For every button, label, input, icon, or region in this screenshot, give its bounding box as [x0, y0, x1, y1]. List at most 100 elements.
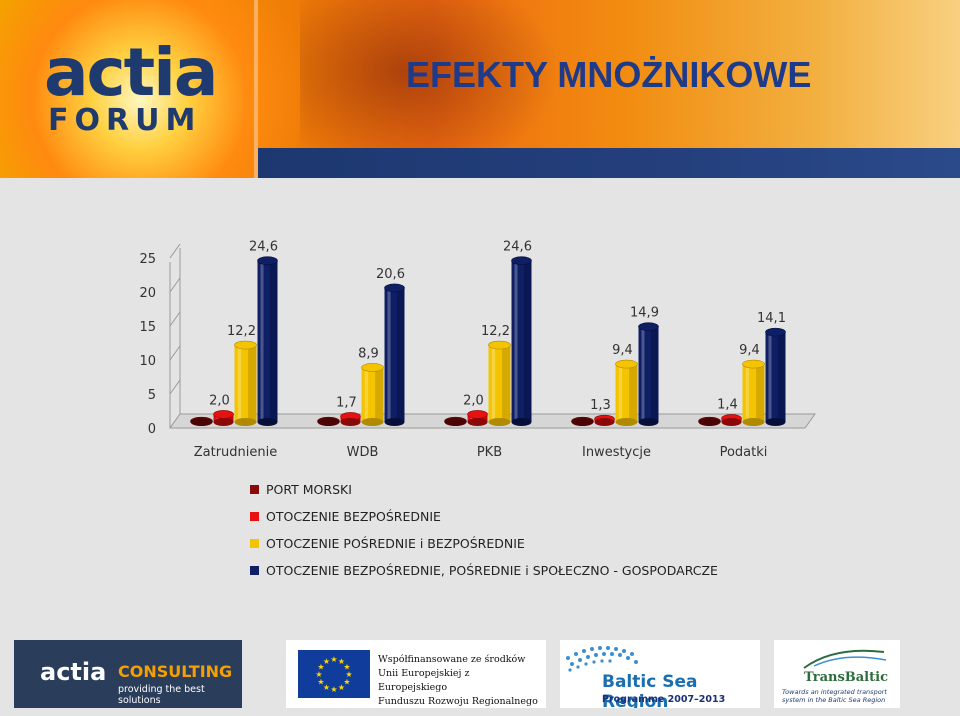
- eu-cofinancing-logo: ★ ★ ★ ★ ★ ★ ★ ★ ★ ★ ★ ★ Współfinansowane ze środków…: [286, 640, 546, 708]
- eu-star-icon: ★: [343, 663, 350, 672]
- bar: [467, 410, 488, 426]
- bar: [511, 256, 532, 426]
- bar-body: [765, 332, 786, 422]
- bar: [721, 414, 742, 426]
- bar-body: [384, 287, 405, 422]
- bar-base: [234, 418, 257, 426]
- bar: [765, 327, 786, 426]
- legend-swatch: [250, 485, 259, 494]
- bar-base: [361, 418, 384, 426]
- y-tick-label: 20: [139, 286, 156, 301]
- bar-highlight: [618, 364, 623, 422]
- legend-item-otoczenie-spoleczno: OTOCZENIE BEZPOŚREDNIE, POŚREDNIE i SPOŁ…: [250, 557, 718, 584]
- bar: [488, 340, 511, 426]
- bar-highlight: [470, 414, 474, 422]
- bar-highlight: [768, 332, 772, 422]
- chart-area: 0 5 10 15 20 25 Zatrudnienie 2,0 12,2 24,6 WDB 1,7 8…: [0, 180, 960, 630]
- bar-base: [765, 418, 786, 426]
- bar-top: [742, 359, 765, 369]
- eu-star-icon: ★: [330, 685, 337, 694]
- y-tick-label: 15: [139, 320, 156, 335]
- page-title: EFEKTY MNOŻNIKOWE: [406, 54, 812, 95]
- consulting-word: actia: [40, 658, 107, 686]
- bar-top: [511, 256, 532, 266]
- data-label: 14,1: [757, 311, 786, 326]
- bar-shade: [523, 260, 532, 422]
- eu-flag-icon: ★ ★ ★ ★ ★ ★ ★ ★ ★ ★ ★ ★: [298, 650, 370, 698]
- data-label: 2,0: [209, 393, 230, 408]
- baltic-wave-icon: [566, 646, 638, 672]
- legend-item-port-morski: PORT MORSKI: [250, 476, 718, 503]
- bar-body: [615, 364, 638, 422]
- grid-depth-line: [169, 345, 181, 361]
- legend-label: PORT MORSKI: [266, 482, 352, 497]
- actia-consulting-logo: actia CONSULTING providing the best solu…: [14, 640, 242, 708]
- bar: [698, 416, 721, 426]
- bar: [638, 322, 659, 426]
- bar-shade: [650, 326, 659, 422]
- legend-swatch: [250, 512, 259, 521]
- eu-star-icon: ★: [315, 670, 322, 679]
- transbaltic-tagline: Towards an integrated transport system i…: [782, 688, 887, 704]
- bar-top: [488, 340, 511, 350]
- consulting-tagline: providing the best solutions: [118, 684, 205, 706]
- bar-base: [467, 418, 488, 426]
- transbaltic-logo: TransBaltic Towards an integrated transp…: [774, 640, 900, 708]
- bar-body: [361, 367, 384, 422]
- actia-forum-logo: actia FORUM: [44, 40, 244, 140]
- bar-shade: [777, 332, 786, 422]
- y-tick-label: 5: [148, 388, 156, 403]
- legend-label: OTOCZENIE BEZPOŚREDNIE: [266, 509, 441, 524]
- y-tick-label: 10: [139, 354, 156, 369]
- eu-star-icon: ★: [317, 678, 324, 687]
- header-banner: actia FORUM EFEKTY MNOŻNIKOWE: [0, 0, 960, 178]
- legend-label: OTOCZENIE BEZPOŚREDNIE, POŚREDNIE i SPOŁ…: [266, 563, 718, 578]
- eu-text: Współfinansowane ze środków Unii Europej…: [378, 653, 540, 708]
- bar: [340, 412, 361, 426]
- data-label: 20,6: [376, 267, 405, 282]
- bar: [213, 410, 234, 426]
- eu-star-icon: ★: [338, 683, 345, 692]
- bar: [615, 359, 638, 426]
- bar-highlight: [745, 364, 750, 422]
- chart-legend: PORT MORSKI OTOCZENIE BEZPOŚREDNIE OTOCZ…: [250, 476, 718, 584]
- bar-base: [511, 418, 532, 426]
- y-tick-label: 25: [139, 252, 156, 267]
- header-divider: [254, 0, 258, 178]
- logo-word: actia: [44, 34, 218, 111]
- bar: [384, 283, 405, 426]
- legend-swatch: [250, 566, 259, 575]
- legend-swatch: [250, 539, 259, 548]
- bar-top: [638, 322, 659, 331]
- x-tick-label: Inwestycje: [582, 445, 651, 460]
- bar-highlight: [491, 345, 496, 422]
- data-label: 24,6: [503, 240, 532, 255]
- bar-base: [698, 418, 721, 426]
- baltic-sea-region-logo: Baltic Sea Region Programme 2007–2013: [560, 640, 760, 708]
- header-blue-bar: [258, 148, 960, 178]
- bar-base: [594, 418, 615, 426]
- bar-base: [190, 418, 213, 426]
- bar: [444, 416, 467, 426]
- bar-highlight: [641, 326, 645, 422]
- bar-highlight: [514, 260, 518, 422]
- data-label: 1,3: [590, 398, 611, 413]
- eu-star-icon: ★: [330, 655, 337, 664]
- data-label: 14,9: [630, 306, 659, 321]
- data-label: 24,6: [249, 240, 278, 255]
- bar: [190, 416, 213, 426]
- data-label: 1,7: [336, 395, 357, 410]
- bar-body: [742, 364, 765, 422]
- bar: [317, 416, 340, 426]
- data-label: 12,2: [481, 324, 510, 339]
- legend-item-otoczenie-posrednie: OTOCZENIE POŚREDNIE i BEZPOŚREDNIE: [250, 530, 718, 557]
- bar: [571, 416, 594, 426]
- data-label: 1,4: [717, 397, 738, 412]
- bar-highlight: [364, 367, 369, 422]
- bar-base: [317, 418, 340, 426]
- baltic-programme: Programme 2007–2013: [602, 694, 726, 705]
- bar-base: [488, 418, 511, 426]
- bar-shade: [479, 414, 488, 422]
- data-label: 9,4: [739, 343, 760, 358]
- bar-base: [615, 418, 638, 426]
